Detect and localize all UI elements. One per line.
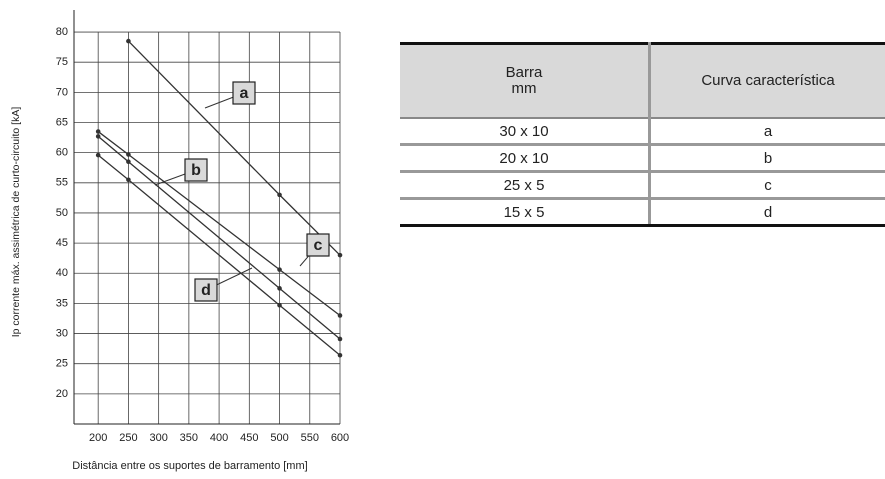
data-point — [337, 313, 343, 318]
x-tick-label: 250 — [119, 432, 137, 444]
data-point — [126, 38, 131, 44]
series-label: d — [201, 282, 211, 299]
y-tick-label: 40 — [56, 267, 68, 279]
data-point — [337, 336, 343, 342]
y-tick-label: 20 — [56, 388, 68, 400]
data-point — [277, 302, 282, 308]
data-line — [97, 154, 341, 356]
table-cell: b — [649, 144, 885, 173]
data-line — [97, 131, 341, 316]
data-line — [97, 135, 341, 340]
x-tick-label: 600 — [331, 432, 349, 444]
data-point — [95, 152, 101, 158]
data-point — [277, 192, 282, 198]
y-tick-label: 30 — [56, 327, 68, 339]
series-label: c — [314, 237, 323, 254]
data-point — [126, 159, 131, 165]
y-tick-label: 35 — [56, 297, 68, 309]
table-row: 20 x 10 b — [400, 144, 885, 173]
x-tick-label: 350 — [180, 432, 198, 444]
data-point — [277, 286, 282, 291]
table-cell: 20 x 10 — [400, 144, 651, 173]
y-tick-label: 75 — [56, 56, 68, 68]
y-tick-label: 50 — [56, 207, 68, 219]
data-point — [337, 352, 343, 358]
chart: Distância entre os suportes de barrament… — [10, 10, 349, 472]
table-cell: 15 x 5 — [400, 198, 651, 227]
y-tick-label: 80 — [56, 26, 68, 38]
table-cell: 25 x 5 — [400, 171, 651, 200]
y-tick-label: 25 — [56, 358, 68, 370]
x-tick-label: 400 — [210, 432, 228, 444]
label-box — [306, 233, 330, 257]
y-tick-label: 55 — [56, 177, 68, 189]
y-tick-label: 70 — [56, 86, 68, 98]
y-tick-label: 65 — [56, 116, 68, 128]
table-cell: d — [649, 198, 885, 227]
data-point — [337, 252, 343, 258]
table-row: 30 x 10 a — [400, 118, 885, 146]
series-label: a — [240, 85, 249, 102]
label-box — [184, 158, 208, 182]
y-axis-label: Ip corrente máx. assimétrica de curto-ci… — [10, 107, 22, 338]
x-tick-label: 450 — [240, 432, 258, 444]
header-cell: Barra mm — [400, 42, 651, 119]
x-tick-label: 200 — [89, 432, 107, 444]
table-cell: a — [649, 118, 885, 146]
data-line — [127, 40, 341, 256]
table-cell: c — [649, 171, 885, 200]
data-point — [95, 134, 101, 139]
x-axis-label: Distância entre os suportes de barrament… — [72, 460, 307, 472]
table-cell: 30 x 10 — [400, 118, 651, 146]
table-header: Barra mm Curva característica — [400, 42, 885, 119]
data-point — [126, 177, 131, 183]
table: Barra mm Curva característica 30 x 10 a 20… — [400, 42, 885, 227]
data-point — [126, 152, 131, 157]
x-tick-label: 300 — [149, 432, 167, 444]
header-cell: Curva característica — [649, 42, 885, 119]
y-tick-label: 60 — [56, 147, 68, 159]
y-tick-label: 45 — [56, 237, 68, 249]
x-tick-label: 550 — [301, 432, 319, 444]
data-point — [95, 129, 101, 134]
label-box — [232, 81, 256, 105]
label-box — [194, 278, 218, 302]
data-point — [277, 267, 282, 272]
x-tick-label: 500 — [270, 432, 288, 444]
series-label: b — [191, 162, 201, 179]
